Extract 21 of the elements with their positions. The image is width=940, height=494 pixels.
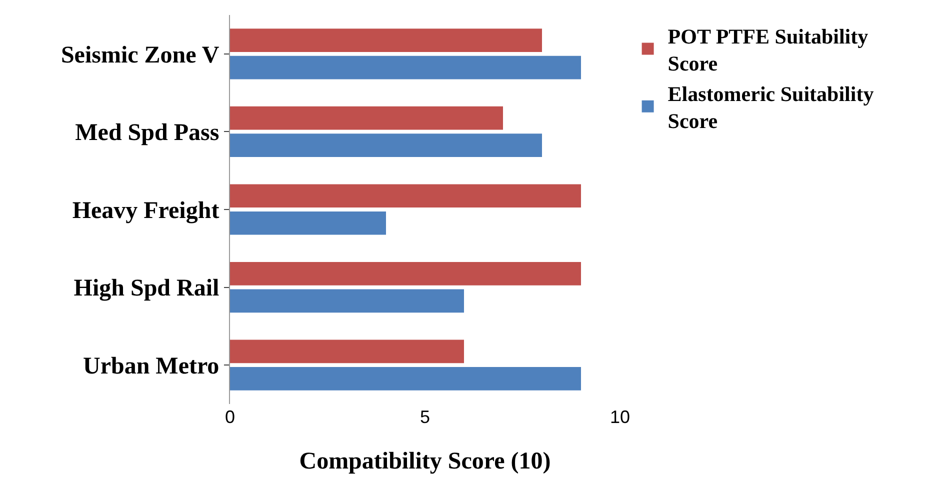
bar [230,211,386,235]
bar [230,184,581,208]
y-tick-label: Med Spd Pass [75,120,220,146]
bar [230,28,542,52]
bar [230,56,581,80]
bar [230,134,542,157]
x-tick-label: 5 [420,407,430,427]
y-tick-label: Urban Metro [82,354,220,380]
legend-label: POT PTFE Suitability Score [668,24,869,76]
bar [230,262,581,286]
x-tick-label: 10 [610,407,630,427]
legend-label: Elastomeric Suitability Score [668,82,874,134]
x-tick-label: 0 [224,407,236,427]
bar [230,340,464,364]
bar [230,289,464,313]
bar [230,106,503,130]
y-tick-label: Heavy Freight [72,198,220,224]
bar [230,367,581,390]
x-axis-title: Compatibility Score (10) [299,448,551,474]
y-tick-label: Seismic Zone V [60,42,220,68]
y-tick-label: High Spd Rail [74,276,220,302]
